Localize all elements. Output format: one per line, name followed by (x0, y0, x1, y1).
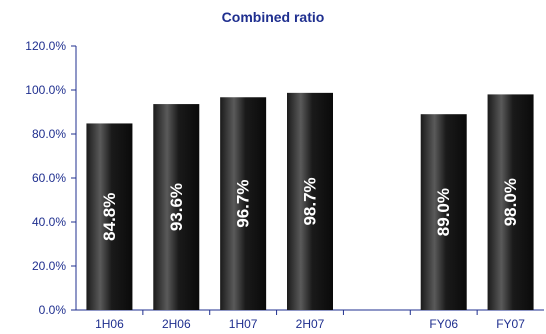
y-tick-label: 20.0% (32, 259, 66, 273)
data-label: 84.8% (100, 193, 119, 241)
data-label: 89.0% (434, 188, 453, 236)
bar (487, 94, 534, 311)
bar (220, 97, 267, 310)
y-tick-label: 60.0% (32, 171, 66, 185)
bar (153, 104, 200, 310)
x-tick-label: 2H07 (296, 317, 325, 331)
y-tick-label: 0.0% (39, 303, 67, 317)
y-tick-label: 120.0% (25, 39, 66, 53)
x-tick-label: 1H06 (95, 317, 124, 331)
data-label: 98.7% (301, 177, 320, 225)
x-tick-label: FY07 (496, 317, 525, 331)
chart-title: Combined ratio (221, 9, 325, 25)
bar (287, 92, 333, 310)
data-label: 96.7% (234, 180, 253, 228)
data-label: 98.0% (501, 178, 520, 226)
y-tick-label: 40.0% (32, 215, 66, 229)
y-tick-label: 80.0% (32, 127, 66, 141)
x-tick-label: 2H06 (162, 317, 191, 331)
x-tick-label: FY06 (429, 317, 458, 331)
bar (86, 123, 133, 310)
data-label: 93.6% (167, 183, 186, 231)
bar (420, 114, 467, 310)
y-tick-label: 100.0% (25, 83, 66, 97)
x-tick-label: 1H07 (229, 317, 258, 331)
